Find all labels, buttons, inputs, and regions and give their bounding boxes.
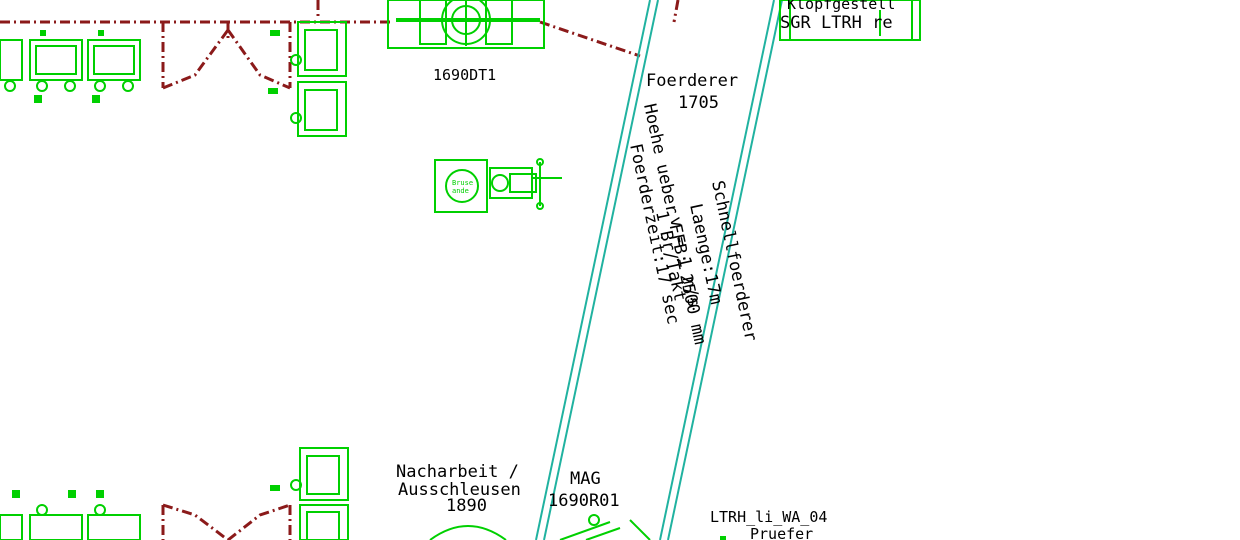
label-station-1690dt1: 1690DT1 <box>433 66 496 84</box>
label-rework-number: 1890 <box>446 496 487 516</box>
workstation-group-top-left <box>0 30 141 103</box>
label-mag: MAG <box>570 469 601 489</box>
station-1690dt1 <box>387 0 545 49</box>
workstation-group-bottom-left <box>0 490 141 540</box>
mag-robot <box>559 514 651 540</box>
label-tester: Pruefer <box>750 525 813 540</box>
conveyor-1705 <box>535 0 783 540</box>
label-conveyor-number: 1705 <box>678 93 719 113</box>
svg-text:ande: ande <box>452 187 469 195</box>
klopfgestell-frame <box>779 0 921 41</box>
tester-marker <box>720 536 726 540</box>
label-sgr: SGR LTRH re <box>780 13 893 33</box>
svg-text:Bruse: Bruse <box>452 179 473 187</box>
label-conveyor-title: Foerderer <box>646 71 738 91</box>
workstation-stack-top <box>268 21 347 137</box>
rework-station <box>429 525 507 540</box>
label-klopfgestell: Klopfgestell <box>787 0 895 13</box>
robot-unit-middle: Bruse ande <box>434 158 562 213</box>
label-mag-number: 1690R01 <box>548 491 620 511</box>
label-tester-id: LTRH_li_WA_04 <box>710 508 827 526</box>
label-rework-line2: Ausschleusen <box>398 480 521 500</box>
workstation-stack-bottom <box>270 447 349 540</box>
label-rework-line1: Nacharbeit / <box>396 462 519 482</box>
